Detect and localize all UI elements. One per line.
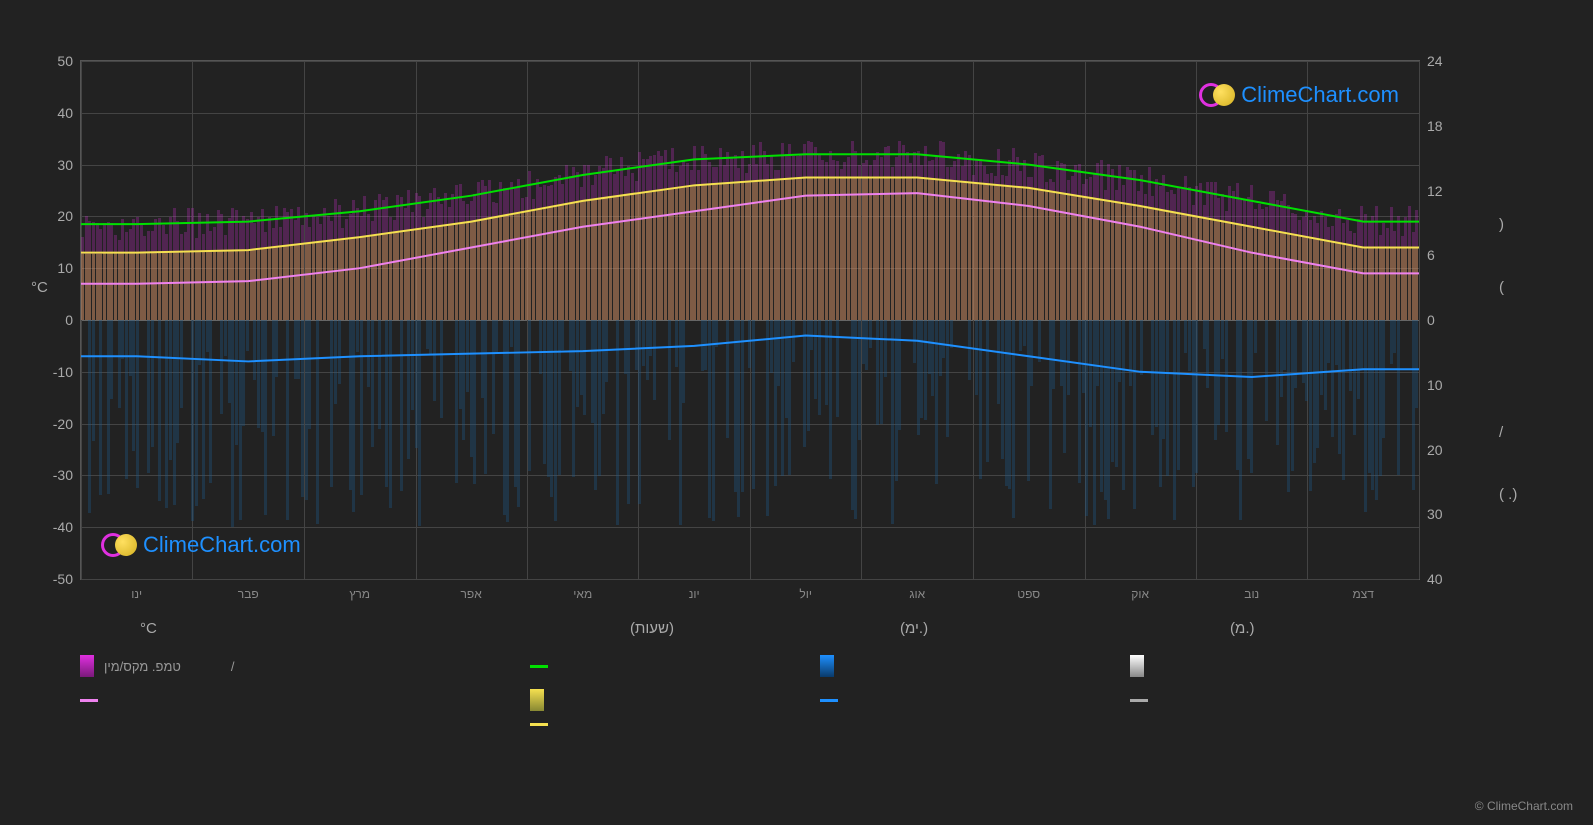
plot-area: 50 40 30 20 10 0 -10 -20 -30 -40 -50 24 …: [80, 60, 1420, 580]
legend-temp-range: טמפ. מקס/מין /: [80, 655, 530, 677]
swatch-blue-bar-icon: [820, 655, 834, 677]
watermark-text: ClimeChart.com: [143, 532, 301, 558]
x-month: יול: [799, 587, 812, 601]
x-month: דצמ: [1352, 587, 1373, 601]
y-left-tick: -20: [53, 416, 73, 432]
legend-header-hours: (שעות): [530, 620, 820, 637]
swatch-yellow-line-icon: [530, 723, 548, 726]
watermark-text: ClimeChart.com: [1241, 82, 1399, 108]
y-right-tick: 20: [1427, 442, 1443, 458]
y-right-tick: 24: [1427, 53, 1443, 69]
swatch-yellow-bar-icon: [530, 689, 544, 711]
y-left-tick: -30: [53, 467, 73, 483]
x-month: אפר: [461, 587, 482, 601]
swatch-green-line-icon: [530, 665, 548, 668]
climechart-logo-icon: [1199, 81, 1235, 109]
legend-rain-line: [820, 689, 1130, 711]
y-left-tick: 30: [57, 157, 73, 173]
y-right-tick: 0: [1427, 312, 1435, 328]
data-bars: [81, 61, 1419, 579]
x-month: נוב: [1244, 587, 1259, 601]
legend-headers: °C (שעות) (ימ.) (מ.): [80, 620, 1420, 637]
legend: °C (שעות) (ימ.) (מ.) טמפ. מקס/מין /: [80, 620, 1420, 738]
y-left-tick: 0: [65, 312, 73, 328]
y-right-tick: 18: [1427, 118, 1443, 134]
legend-rain-bar: [820, 655, 1130, 677]
legend-header-temp: °C: [80, 620, 530, 637]
legend-snow-bar: [1130, 655, 1420, 677]
swatch-violet-line-icon: [80, 699, 98, 702]
x-month: אוק: [1131, 587, 1149, 601]
y-left-tick: -50: [53, 571, 73, 587]
x-month: מרץ: [349, 587, 370, 601]
y-left-tick: 50: [57, 53, 73, 69]
swatch-gray-line-icon: [1130, 699, 1148, 702]
legend-snow-line: [1130, 689, 1420, 711]
y-right-tick: 40: [1427, 571, 1443, 587]
y-right-tick: 30: [1427, 506, 1443, 522]
y-right-tick: 6: [1427, 247, 1435, 263]
swatch-magenta-icon: [80, 655, 94, 677]
x-month: ינו: [131, 587, 142, 601]
x-month: מאי: [573, 587, 592, 601]
y-left-tick: 20: [57, 208, 73, 224]
y-left-tick: -10: [53, 364, 73, 380]
y-axis-left-title: °C: [31, 279, 48, 296]
x-month: ספט: [1017, 587, 1040, 601]
watermark-top: ClimeChart.com: [1199, 81, 1399, 109]
legend-max-line: [530, 655, 820, 677]
x-month: פבר: [238, 587, 259, 601]
legend-avg-line: [530, 723, 820, 726]
x-month: אוג: [909, 587, 925, 601]
swatch-white-bar-icon: [1130, 655, 1144, 677]
legend-header-days: (ימ.): [820, 620, 1130, 637]
swatch-blue-line-icon: [820, 699, 838, 702]
legend-sun-bar: [530, 689, 820, 711]
copyright: © ClimeChart.com: [1475, 799, 1573, 813]
legend-label: טמפ. מקס/מין: [104, 659, 181, 674]
climechart-logo-icon: [101, 531, 137, 559]
legend-min-line: [80, 689, 530, 711]
y-right-tick: 12: [1427, 183, 1443, 199]
y-left-tick: 10: [57, 260, 73, 276]
climate-chart: 50 40 30 20 10 0 -10 -20 -30 -40 -50 24 …: [80, 60, 1420, 580]
x-month: יונ: [689, 587, 700, 601]
y-right-tick: 10: [1427, 377, 1443, 393]
y-left-tick: -40: [53, 519, 73, 535]
legend-header-mm: (מ.): [1130, 620, 1420, 637]
watermark-bottom: ClimeChart.com: [101, 531, 301, 559]
y-left-tick: 40: [57, 105, 73, 121]
